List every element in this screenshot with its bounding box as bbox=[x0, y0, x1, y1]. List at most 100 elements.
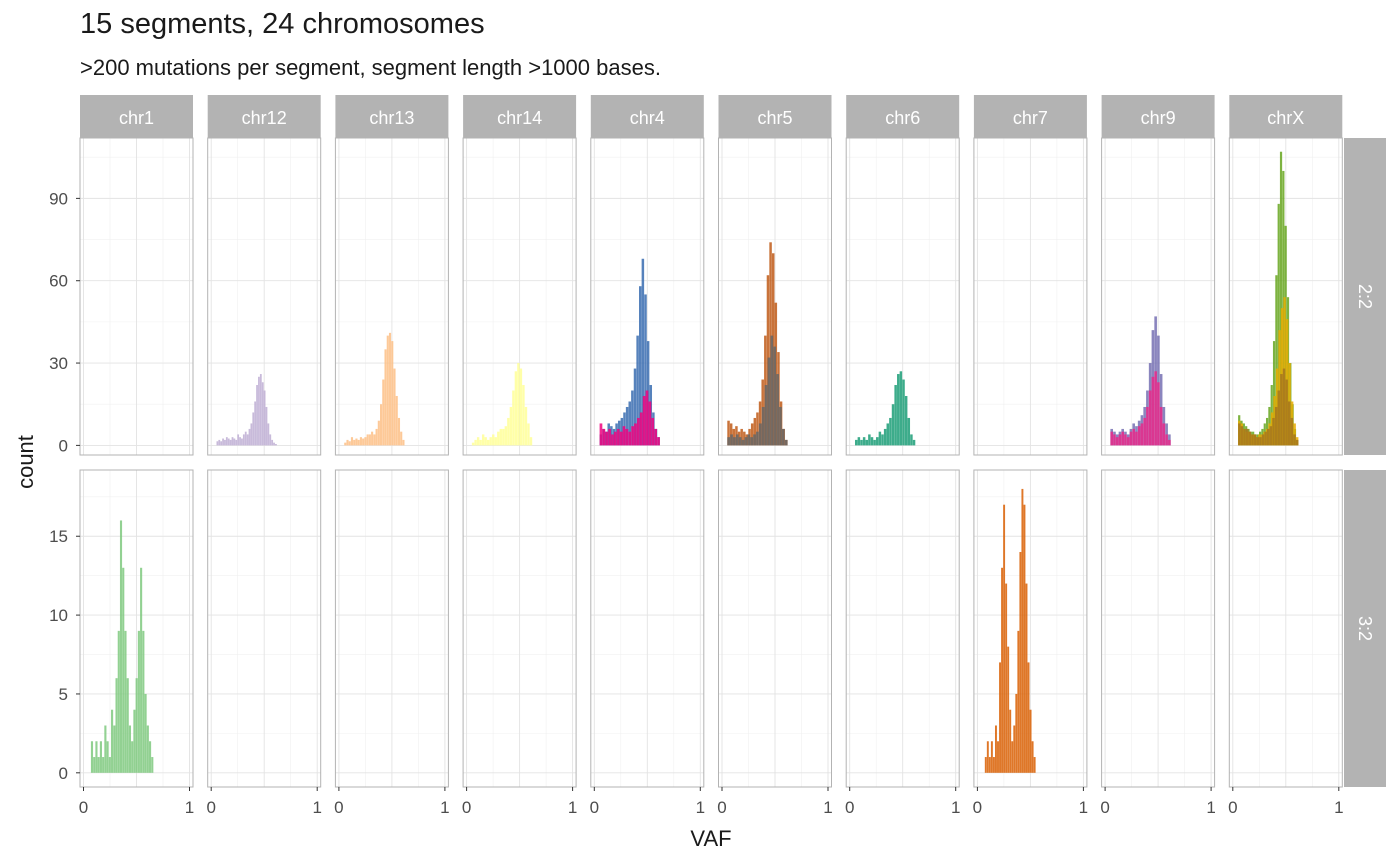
histogram-bar bbox=[881, 434, 884, 446]
histogram-bar bbox=[222, 438, 224, 446]
histogram-bar bbox=[368, 434, 371, 446]
histogram-bar bbox=[602, 428, 606, 446]
histogram-bar bbox=[1268, 423, 1271, 446]
x-tick-label: 0 bbox=[590, 798, 599, 817]
histogram-bar bbox=[1132, 428, 1135, 446]
histogram-bar bbox=[1148, 390, 1152, 446]
histogram-bar bbox=[128, 725, 132, 773]
histogram-bar bbox=[250, 423, 253, 446]
histogram-bar bbox=[870, 437, 874, 446]
histogram-bar bbox=[273, 442, 275, 446]
panel-border bbox=[1101, 469, 1216, 788]
y-tick-label: 30 bbox=[49, 354, 68, 373]
x-tick-label: 0 bbox=[1228, 798, 1237, 817]
histogram-bar bbox=[499, 428, 502, 446]
histogram-bar bbox=[371, 431, 374, 446]
histogram-bar bbox=[883, 428, 887, 446]
facet-strip-column bbox=[718, 95, 832, 138]
histogram-bar bbox=[509, 406, 513, 446]
histogram-bar bbox=[497, 431, 500, 446]
histogram-bar bbox=[137, 630, 140, 773]
facet-strip-column bbox=[207, 95, 321, 138]
histogram-bar bbox=[648, 401, 652, 446]
histogram-bar bbox=[740, 428, 743, 446]
histogram-bar bbox=[612, 428, 616, 446]
histogram-bar bbox=[1253, 434, 1257, 446]
facet-strip-column bbox=[1229, 95, 1343, 138]
x-tick-label: 0 bbox=[79, 798, 88, 817]
histogram-bar bbox=[122, 567, 125, 773]
facet-strip-column bbox=[80, 95, 193, 138]
histogram-bar bbox=[261, 382, 264, 446]
panel-border bbox=[207, 469, 322, 788]
histogram-bar bbox=[346, 439, 349, 446]
histogram-bar bbox=[259, 374, 262, 446]
histogram-bar bbox=[637, 417, 640, 446]
histogram-bar bbox=[529, 437, 533, 446]
histogram-bar bbox=[878, 431, 882, 446]
histogram-bar bbox=[93, 757, 96, 773]
histogram-bar bbox=[350, 437, 354, 446]
histogram-bar bbox=[487, 439, 490, 446]
histogram-bar bbox=[912, 439, 916, 446]
histogram-bar bbox=[773, 346, 777, 446]
histogram-bar bbox=[636, 335, 639, 446]
histogram-bar bbox=[104, 725, 107, 773]
y-tick-label: 15 bbox=[49, 527, 68, 546]
histogram-bar bbox=[1017, 630, 1020, 773]
histogram-bar bbox=[514, 371, 518, 446]
x-tick-label: 1 bbox=[568, 798, 577, 817]
histogram-bar bbox=[524, 406, 528, 446]
histogram-bar bbox=[1277, 203, 1280, 446]
histogram-bar bbox=[216, 441, 219, 446]
histogram-bar bbox=[148, 741, 152, 773]
histogram-bar bbox=[639, 286, 642, 446]
histogram-bar bbox=[1168, 439, 1171, 446]
y-axis-title: count bbox=[13, 435, 38, 489]
histogram-bar bbox=[357, 439, 360, 446]
x-tick-label: 1 bbox=[1334, 798, 1343, 817]
histogram-bar bbox=[1029, 709, 1032, 773]
facet-strip-label: chr9 bbox=[1141, 108, 1176, 128]
histogram-bar bbox=[344, 442, 347, 446]
histogram-bar bbox=[1031, 741, 1034, 773]
histogram-bar bbox=[1140, 423, 1144, 446]
facet-strip-column bbox=[335, 95, 449, 138]
histogram-bar bbox=[489, 437, 492, 446]
histogram-bar bbox=[756, 412, 759, 446]
histogram-bar bbox=[146, 725, 149, 773]
histogram-bar bbox=[397, 417, 401, 446]
x-tick-label: 0 bbox=[334, 798, 343, 817]
histogram-bar bbox=[142, 630, 145, 773]
histogram-bar bbox=[239, 437, 241, 446]
histogram-bar bbox=[758, 423, 762, 446]
histogram-bar bbox=[628, 431, 632, 446]
histogram-bar bbox=[1238, 423, 1241, 446]
x-tick-label: 0 bbox=[973, 798, 982, 817]
histogram-bar bbox=[1266, 428, 1270, 446]
histogram-bar bbox=[252, 412, 255, 446]
histogram-bar bbox=[1165, 434, 1168, 446]
histogram-bar bbox=[1019, 552, 1022, 773]
histogram-bar bbox=[860, 439, 863, 446]
histogram-bar bbox=[229, 439, 232, 446]
histogram-bar bbox=[727, 437, 731, 446]
histogram-bar bbox=[899, 371, 903, 446]
histogram-bar bbox=[886, 423, 890, 446]
histogram-bar bbox=[741, 439, 745, 446]
panel-border bbox=[845, 469, 960, 788]
histogram-bar bbox=[395, 395, 398, 446]
histogram-bar bbox=[242, 434, 245, 446]
histogram-bar bbox=[507, 417, 510, 446]
histogram-bar bbox=[862, 437, 866, 446]
histogram-bar bbox=[1143, 417, 1146, 446]
histogram-bar bbox=[471, 442, 475, 446]
histogram-bar bbox=[382, 379, 385, 446]
x-tick-label: 1 bbox=[312, 798, 321, 817]
histogram-bar bbox=[271, 439, 274, 446]
chart-subtitle: >200 mutations per segment, segment leng… bbox=[80, 55, 661, 80]
histogram-bar bbox=[889, 417, 892, 446]
histogram-bar bbox=[1275, 275, 1278, 446]
histogram-bar bbox=[1126, 437, 1130, 446]
histogram-bar bbox=[1293, 434, 1296, 446]
